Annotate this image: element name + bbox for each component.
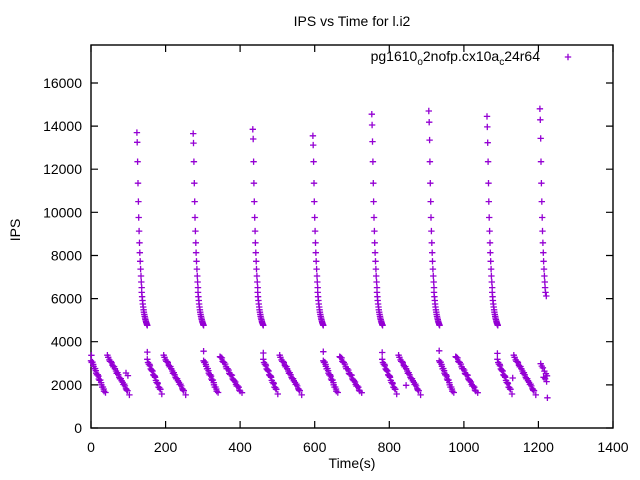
y-tick-label: 2000 [51, 377, 82, 393]
chart-title: IPS vs Time for l.i2 [293, 13, 411, 29]
y-tick-label: 8000 [51, 248, 82, 264]
legend-label-text: 24r64 [504, 48, 540, 64]
y-tick-label: 16000 [43, 75, 82, 91]
series-points [87, 105, 551, 401]
legend-label-subscript: c [499, 56, 505, 68]
x-tick-label: 1000 [448, 439, 479, 455]
y-tick-label: 6000 [51, 291, 82, 307]
legend: pg1610o2nofp.cx10ac24r64 [371, 48, 540, 68]
y-tick-label: 4000 [51, 334, 82, 350]
x-tick-label: 0 [87, 439, 95, 455]
legend-series-label: pg1610o2nofp.cx10ac24r64 [370, 48, 540, 68]
legend-label-subscript: o [417, 56, 423, 68]
legend-sample-marker [564, 53, 572, 61]
plot-border [90, 44, 614, 429]
y-tick-label: 12000 [43, 161, 82, 177]
x-tick-label: 400 [228, 439, 252, 455]
x-axis-label: Time(s) [328, 455, 376, 471]
x-tick-label: 1200 [523, 439, 554, 455]
legend-label-text: pg1610 [370, 48, 418, 64]
y-tick-label: 0 [74, 420, 82, 436]
x-tick-label: 800 [378, 439, 402, 455]
y-tick-label: 14000 [43, 118, 82, 134]
y-axis-label: IPS [7, 218, 23, 242]
x-tick-label: 200 [154, 439, 178, 455]
x-tick-label: 1400 [597, 439, 628, 455]
legend-label-text: 2nofp.cx10a [422, 48, 500, 64]
y-tick-label: 10000 [43, 204, 82, 220]
x-tick-label: 600 [303, 439, 327, 455]
